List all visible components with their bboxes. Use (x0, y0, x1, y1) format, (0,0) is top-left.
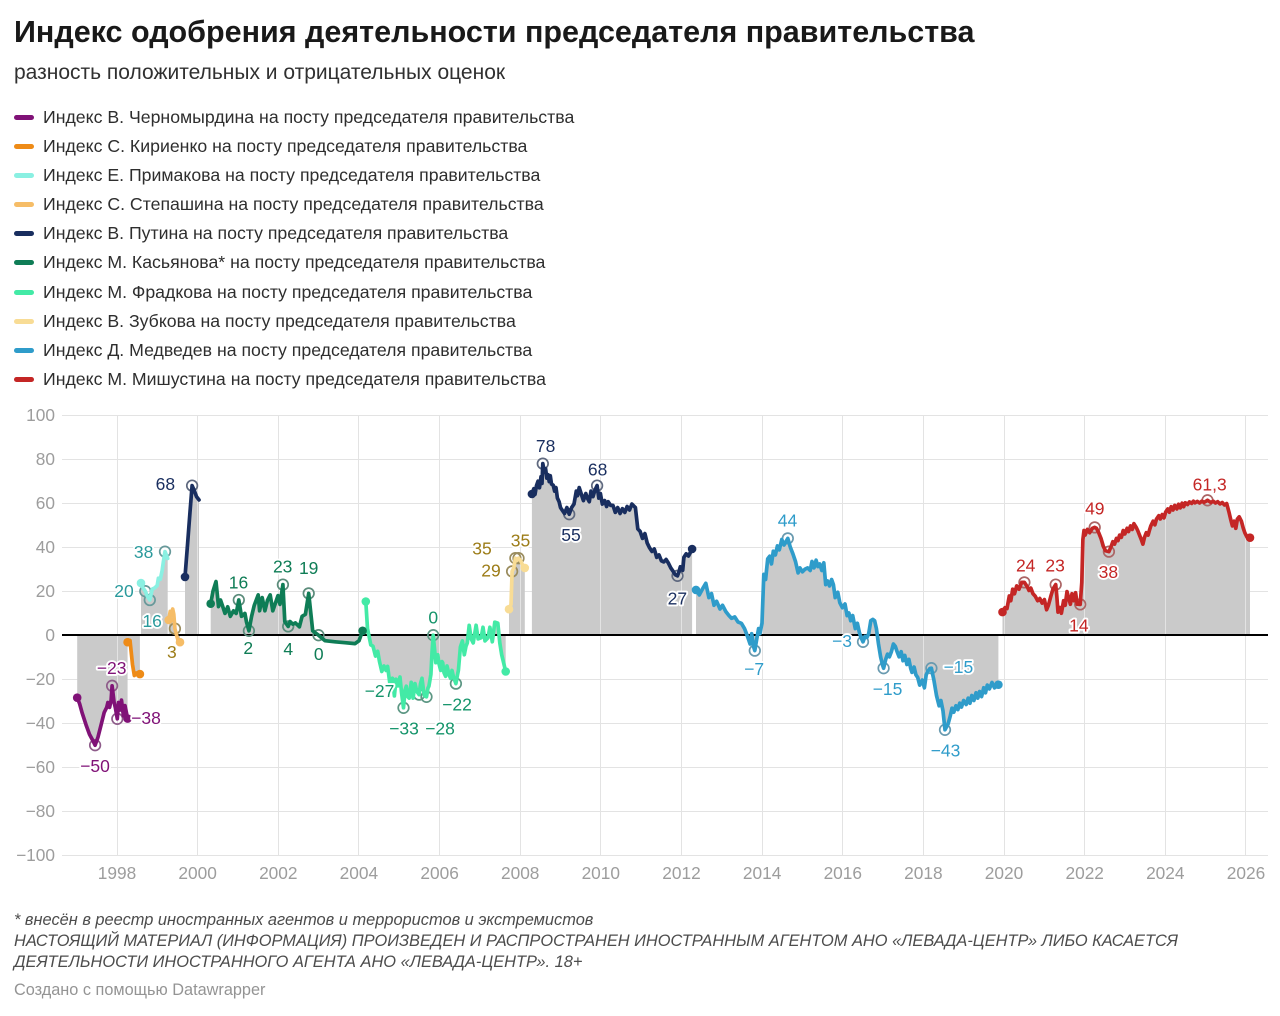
svg-text:40: 40 (36, 537, 55, 557)
svg-text:23: 23 (1045, 555, 1064, 575)
svg-text:2018: 2018 (904, 863, 942, 883)
svg-text:−27: −27 (365, 681, 395, 701)
svg-text:−28: −28 (425, 719, 455, 739)
svg-text:−100: −100 (16, 845, 55, 865)
svg-text:1998: 1998 (98, 863, 136, 883)
svg-text:2014: 2014 (743, 863, 782, 883)
svg-text:2004: 2004 (340, 863, 379, 883)
svg-text:−43: −43 (931, 741, 961, 761)
svg-text:2020: 2020 (985, 863, 1023, 883)
svg-text:35: 35 (472, 539, 491, 559)
svg-text:55: 55 (561, 525, 580, 545)
svg-text:−3: −3 (832, 631, 852, 651)
svg-text:100: 100 (26, 405, 55, 425)
svg-text:2026: 2026 (1227, 863, 1265, 883)
svg-text:2016: 2016 (824, 863, 862, 883)
svg-text:44: 44 (778, 511, 798, 531)
svg-text:−15: −15 (873, 679, 903, 699)
svg-text:80: 80 (36, 449, 55, 469)
svg-text:2008: 2008 (501, 863, 539, 883)
svg-text:78: 78 (536, 436, 555, 456)
svg-text:2012: 2012 (662, 863, 700, 883)
svg-text:2010: 2010 (582, 863, 620, 883)
svg-text:0: 0 (428, 608, 438, 628)
svg-text:2006: 2006 (420, 863, 458, 883)
svg-text:−20: −20 (26, 669, 55, 689)
svg-text:23: 23 (273, 557, 292, 577)
svg-text:2002: 2002 (259, 863, 297, 883)
svg-text:61,3: 61,3 (1193, 474, 1227, 494)
svg-text:0: 0 (45, 625, 55, 645)
svg-text:27: 27 (668, 588, 687, 608)
svg-text:−40: −40 (26, 713, 55, 733)
svg-text:2022: 2022 (1065, 863, 1103, 883)
svg-text:−15: −15 (944, 657, 974, 677)
svg-text:14: 14 (1069, 615, 1089, 635)
svg-text:0: 0 (314, 644, 324, 664)
svg-text:19: 19 (299, 558, 318, 578)
svg-text:24: 24 (1016, 555, 1036, 575)
svg-text:3: 3 (167, 642, 177, 662)
svg-text:−33: −33 (389, 719, 419, 739)
svg-text:−50: −50 (80, 756, 110, 776)
svg-text:−23: −23 (97, 658, 127, 678)
svg-text:16: 16 (229, 573, 248, 593)
svg-text:20: 20 (36, 581, 55, 601)
svg-text:−60: −60 (26, 757, 55, 777)
svg-text:60: 60 (36, 493, 55, 513)
svg-text:38: 38 (134, 542, 153, 562)
svg-text:−22: −22 (442, 695, 472, 715)
svg-text:−38: −38 (131, 708, 161, 728)
svg-text:2000: 2000 (178, 863, 216, 883)
svg-text:−7: −7 (744, 659, 764, 679)
svg-text:35: 35 (511, 531, 530, 551)
svg-text:2024: 2024 (1146, 863, 1185, 883)
svg-text:16: 16 (142, 611, 161, 631)
svg-text:20: 20 (114, 581, 134, 601)
svg-text:38: 38 (1099, 562, 1118, 582)
svg-text:2: 2 (243, 638, 253, 658)
svg-text:49: 49 (1085, 499, 1104, 519)
svg-text:29: 29 (481, 561, 500, 581)
svg-text:68: 68 (588, 460, 607, 480)
svg-text:4: 4 (283, 639, 293, 659)
svg-text:68: 68 (156, 474, 175, 494)
svg-text:−80: −80 (26, 801, 55, 821)
